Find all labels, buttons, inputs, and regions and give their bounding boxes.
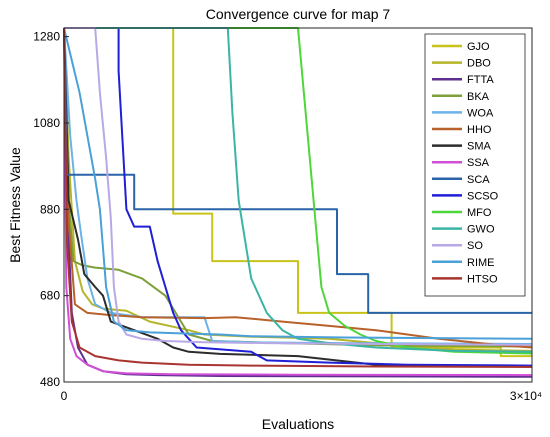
series-line-gwo xyxy=(64,27,533,353)
y-tick-label: 1080 xyxy=(33,116,60,130)
series-line-gjo xyxy=(64,27,532,358)
y-axis-label: Best Fitness Value xyxy=(7,147,23,263)
legend-box xyxy=(424,33,526,297)
legend-label-bka: BKA xyxy=(467,91,490,103)
legend: GJO DBO FTTA BKA WOA HHO SMA SSA SCA SCSO MFO GWO SO… xyxy=(424,33,526,297)
legend-label-rime: RIME xyxy=(467,257,495,269)
x-tick-label: 3×10⁴ xyxy=(510,389,542,403)
series-line-sca xyxy=(63,27,532,314)
legend-label-hho: HHO xyxy=(467,124,492,136)
legend-label-woa: WOA xyxy=(467,107,494,119)
legend-label-gwo: GWO xyxy=(467,224,495,236)
y-axis-ticks: 480 680 880 1080 1280 xyxy=(33,30,69,389)
series-line-scso xyxy=(64,27,533,367)
series-line-htso xyxy=(63,27,533,368)
legend-label-ftta: FTTA xyxy=(467,74,494,86)
legend-label-mfo: MFO xyxy=(467,207,492,219)
y-tick-label: 680 xyxy=(40,289,60,303)
y-tick-label: 1280 xyxy=(33,30,60,44)
legend-label-gjo: GJO xyxy=(467,41,490,53)
series-line-ssa xyxy=(63,27,533,377)
legend-label-so: SO xyxy=(467,240,483,252)
series-lines xyxy=(63,27,533,378)
x-axis-label: Evaluations xyxy=(262,416,334,432)
legend-label-ssa: SSA xyxy=(467,157,490,169)
y-tick-label: 480 xyxy=(40,375,60,389)
legend-label-scso: SCSO xyxy=(467,190,499,202)
plot-area-frame xyxy=(63,27,533,383)
x-axis-ticks: 0 3×10⁴ xyxy=(61,377,542,403)
x-tick-label: 0 xyxy=(61,389,68,403)
y-tick-label: 880 xyxy=(40,202,60,216)
chart-title: Convergence curve for map 7 xyxy=(206,6,391,22)
series-line-rime xyxy=(63,27,533,340)
series-line-dbo xyxy=(63,27,533,352)
legend-label-htso: HTSO xyxy=(467,273,498,285)
legend-label-dbo: DBO xyxy=(467,58,491,70)
legend-label-sma: SMA xyxy=(467,141,492,153)
legend-label-sca: SCA xyxy=(467,174,490,186)
